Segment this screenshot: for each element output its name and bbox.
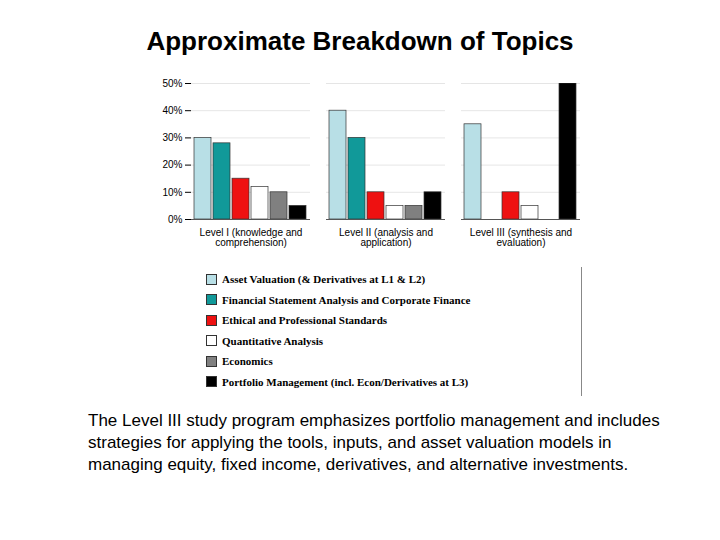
html-text:Financial Statement Analysis a: Financial Statement Analysis and Corpora…	[222, 293, 471, 306]
html-text:Portfolio Management (incl. Ec: Portfolio Management (incl. Econ/Derivat…	[222, 375, 469, 388]
svg-text:10%: 10%	[162, 187, 182, 198]
html-text:Economics: Economics	[222, 355, 273, 368]
svg-text:0%: 0%	[168, 214, 183, 225]
html-text:Quantitative Analysis: Quantitative Analysis	[222, 334, 324, 347]
svg-text:20%: 20%	[162, 159, 182, 170]
html-text:Asset Valuation (& Derivatives: Asset Valuation (& Derivatives at L1 & L…	[222, 273, 426, 286]
svg-text:40%: 40%	[162, 105, 182, 116]
html-text:The Level III study program em: The Level III study program emphasizes p…	[88, 411, 660, 474]
svg-text:Level III (synthesis andevalua: Level III (synthesis andevaluation)	[470, 227, 572, 248]
svg-text:Level II (analysis andapplicat: Level II (analysis andapplication)	[339, 227, 433, 248]
html-text:Approximate Breakdown of Topic: Approximate Breakdown of Topics	[146, 26, 574, 56]
svg-text:Level I (knowledge andcomprehe: Level I (knowledge andcomprehension)	[200, 227, 303, 248]
svg-text:50%: 50%	[162, 78, 182, 89]
svg-text:30%: 30%	[162, 132, 182, 143]
html-text:Ethical and Professional Stand: Ethical and Professional Standards	[222, 314, 388, 327]
